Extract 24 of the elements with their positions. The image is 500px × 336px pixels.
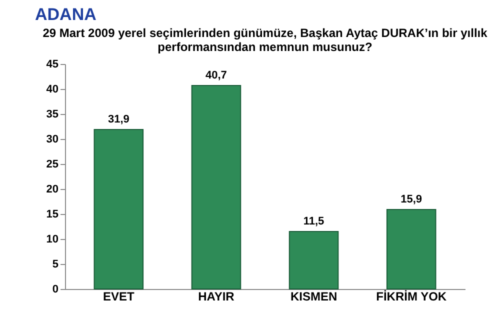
y-tick-label: 10 [46,234,58,246]
y-tick-label: 40 [46,84,58,96]
bar [94,129,144,290]
x-tick-label: EVET [102,290,135,304]
y-tick-label: 45 [46,58,58,70]
data-label: 31,9 [108,114,130,126]
x-tick-label: FİKRİM YOK [376,290,447,304]
y-tick-label: 30 [46,134,58,146]
y-tick-label: 0 [52,284,58,296]
bar [386,209,436,290]
data-label: 11,5 [303,216,324,228]
x-tick-label: HAYIR [198,290,235,304]
chart-subtitle: 29 Mart 2009 yerel seçimlerinden günümüze, Başkan Aytaç DURAK’ın bir yıllık performansından memnun musunuz? [42,26,488,54]
bar [191,85,242,290]
chart-title: ADANA [35,5,96,24]
y-tick-label: 25 [46,158,58,170]
data-label: 40,7 [206,70,227,82]
y-tick-label: 15 [46,208,58,220]
x-tick-label: KISMEN [290,290,338,304]
bar [288,231,339,290]
y-tick-label: 35 [46,108,58,120]
y-tick-label: 20 [46,184,58,196]
data-label: 15,9 [400,194,422,206]
y-tick-label: 5 [52,258,58,270]
